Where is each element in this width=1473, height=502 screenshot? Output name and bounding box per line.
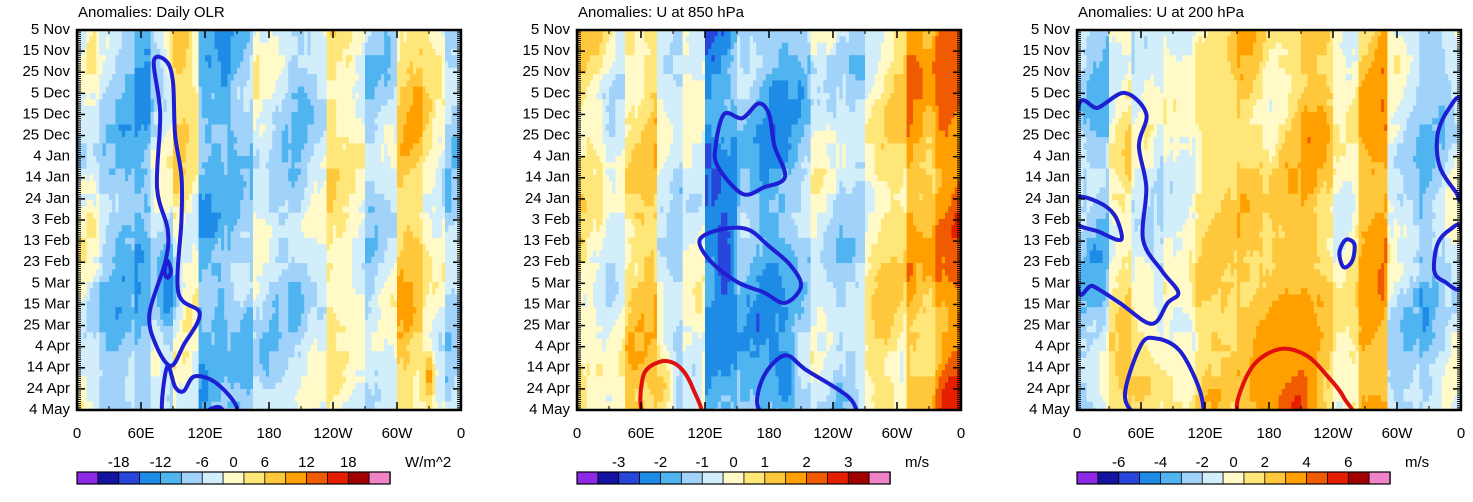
heatmap-field xyxy=(77,30,462,429)
